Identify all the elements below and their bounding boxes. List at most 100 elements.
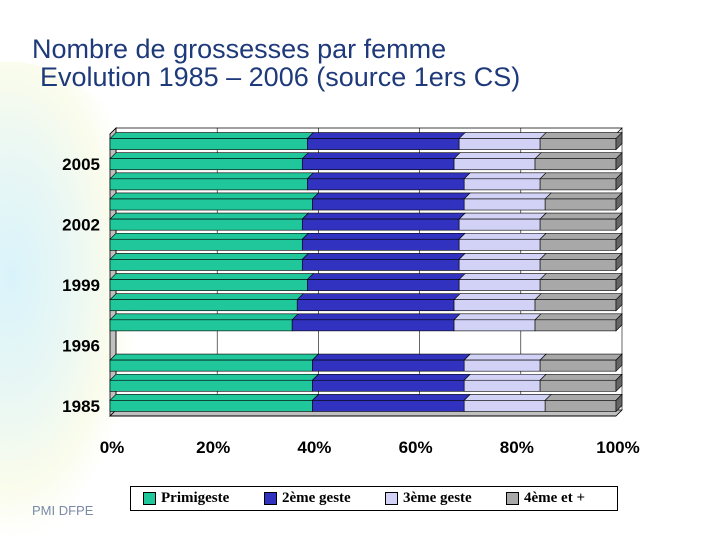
bar-segment-top (301, 212, 466, 220)
legend-label: Primigeste (161, 490, 230, 506)
legend-label: 2ème geste (282, 490, 351, 506)
bar-segment (458, 218, 541, 231)
bar-end-face (615, 212, 623, 231)
bar-segment-top (109, 152, 310, 159)
bar-segment-top (109, 253, 310, 260)
bar-segment (458, 138, 541, 150)
bar-segment (109, 319, 293, 332)
slide-subtitle: Evolution 1985 – 2006 (source 1ers CS) (40, 62, 521, 92)
bar-segment (109, 218, 303, 231)
bar-segment (453, 158, 536, 171)
bar-segment-top (109, 273, 315, 280)
y-tick-label: 2005 (62, 155, 100, 174)
bar-segment-top (109, 192, 320, 200)
bar-segment (301, 218, 460, 231)
bar-segment (301, 238, 460, 251)
bar-end-face (615, 313, 623, 332)
bar-end-face (615, 131, 623, 151)
bar-end-face (615, 292, 623, 312)
y-tick-label: 1985 (62, 397, 100, 416)
bar-segment-top (539, 132, 623, 139)
bar-segment (463, 359, 541, 372)
bar-segment-top (453, 152, 542, 159)
bar-segment-top (291, 313, 461, 321)
bar-end-face (615, 393, 623, 413)
bar-segment (539, 218, 617, 231)
bar-segment (312, 198, 465, 211)
bar-segment (458, 279, 541, 291)
bar-segment (291, 319, 455, 332)
bar-segment-top (311, 373, 471, 381)
bar-segment (539, 178, 617, 191)
x-tick-label: 0% (100, 438, 125, 457)
bar-segment (544, 198, 617, 211)
legend-swatch (264, 492, 277, 505)
bar-segment (539, 379, 617, 392)
bar-segment-top (539, 212, 623, 220)
bar-segment-top (539, 353, 623, 361)
bar-segment-top (306, 172, 471, 180)
bar-segment (539, 138, 617, 150)
bar-segment-top (109, 313, 299, 321)
bar-segment (109, 400, 313, 412)
bar-segment (109, 198, 313, 211)
bar-segment (109, 158, 303, 171)
bar-segment (539, 279, 617, 291)
bar-end-face (615, 232, 623, 252)
bar-segment-top (301, 232, 466, 240)
bar-segment-top (301, 253, 466, 260)
bar-segment (307, 178, 465, 191)
bar-segment-top (306, 273, 466, 280)
bar-segment (312, 359, 465, 372)
bar-segment-top (463, 394, 552, 401)
bar-segment-top (463, 353, 547, 361)
bar-segment (109, 138, 308, 150)
legend-item: Primigeste (131, 490, 252, 507)
bar-segment-top (311, 394, 471, 401)
bar-end-face (615, 151, 623, 171)
bar-segment-top (539, 232, 623, 240)
bar-segment (539, 359, 617, 372)
bar-segment-top (534, 152, 623, 159)
bar-segment (312, 400, 465, 412)
bar-segment-top (296, 293, 461, 300)
bar-end-face (615, 353, 623, 372)
bar-segment (539, 259, 617, 271)
bar-segment (463, 400, 546, 412)
bar-segment (109, 238, 303, 251)
bar-segment (312, 379, 465, 392)
bar-segment-top (109, 172, 315, 180)
bar-segment (539, 238, 617, 251)
bar-segment-top (539, 373, 623, 381)
slide-title: Nombre de grossesses par femme (32, 34, 447, 64)
bar-segment (458, 238, 541, 251)
bar-segment (307, 279, 460, 291)
bar-segment-top (109, 293, 304, 300)
bar-segment (458, 259, 541, 271)
legend-swatch (506, 492, 519, 505)
x-tick-label: 60% (399, 438, 433, 457)
bar-segment-top (534, 313, 623, 321)
bar-segment (534, 319, 617, 332)
bar-segment-top (109, 212, 310, 220)
bar-segment (307, 138, 460, 150)
y-tick-label: 1999 (62, 276, 100, 295)
bar-end-face (615, 192, 623, 211)
bar-segment-top (109, 232, 310, 240)
bar-segment (544, 400, 617, 412)
bar-segment (109, 279, 308, 291)
bar-segment-top (463, 192, 552, 200)
legend-label: 4ème et + (524, 490, 586, 506)
bar-segment (109, 299, 298, 312)
bar-segment-top (463, 172, 547, 180)
bar-segment-top (301, 152, 461, 159)
bar-segment-top (109, 132, 315, 139)
bar-segment (453, 319, 536, 332)
plot-side-wall (109, 127, 117, 417)
bar-segment (301, 158, 455, 171)
bar-segment-top (109, 394, 320, 401)
bar-segment-top (311, 192, 471, 200)
bar-segment (534, 158, 617, 171)
bar-segment (109, 178, 308, 191)
